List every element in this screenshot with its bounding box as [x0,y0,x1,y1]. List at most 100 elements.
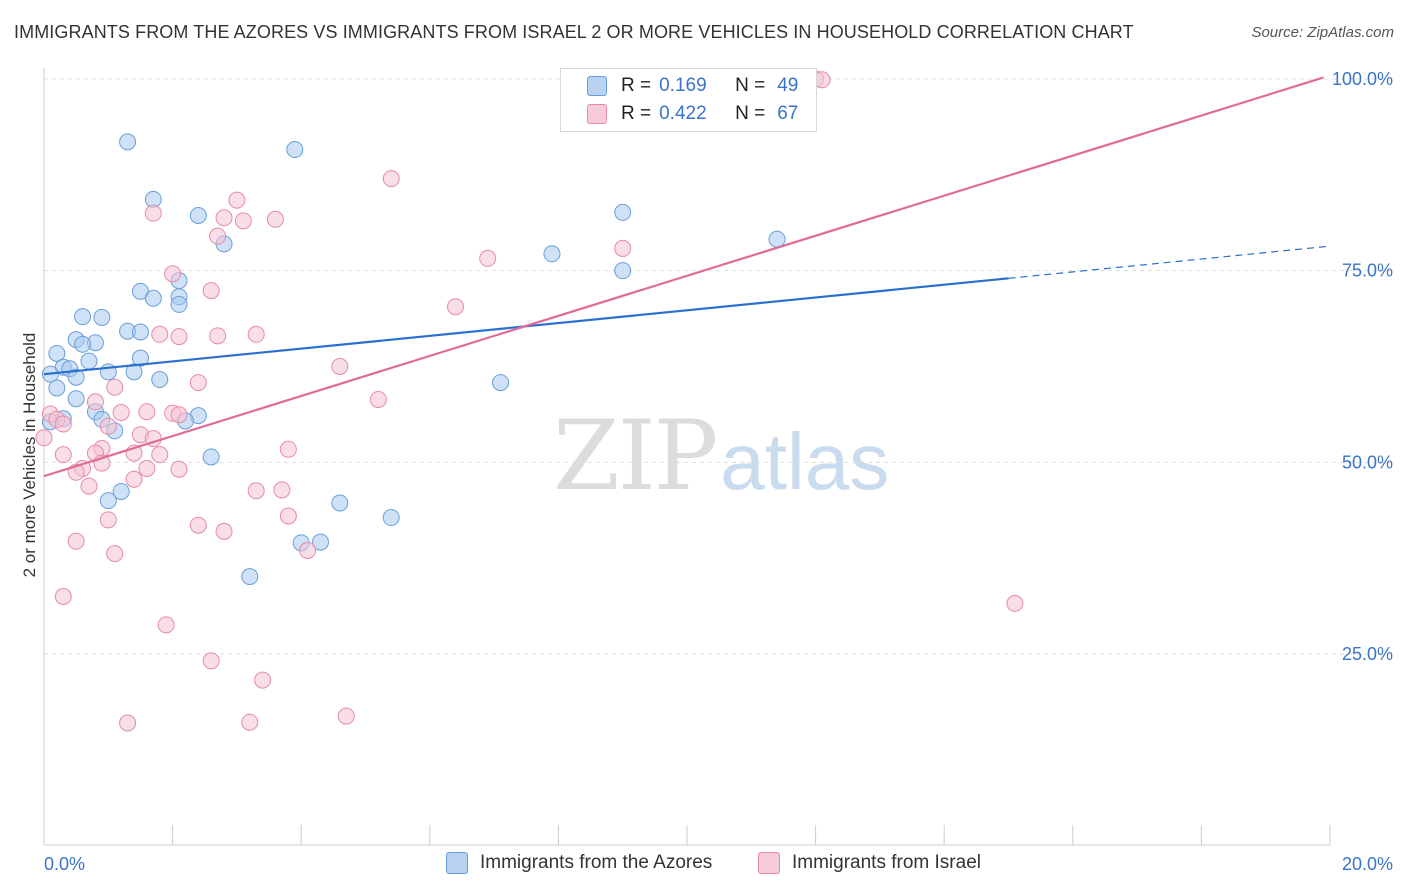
israel-point [614,239,632,257]
series-legend: Immigrants from the Azores Immigrants fr… [0,852,1406,878]
israel-point [119,714,137,732]
azores-point [67,390,85,408]
azores-point [48,379,66,397]
watermark: ZIPatlas [553,400,889,512]
israel-point [215,522,233,540]
israel-point [99,417,117,435]
azores-n-value: 49 [777,75,799,96]
israel-point [170,328,188,346]
azores-point [48,344,66,362]
israel-point [273,481,291,499]
israel-point [266,210,284,228]
azores-point [331,494,349,512]
r-label: R = [621,103,652,124]
israel-point [447,298,465,316]
israel-point [331,358,349,375]
israel-point [1006,594,1024,612]
israel-point [189,516,207,534]
israel-point [382,170,400,188]
watermark-atlas: atlas [720,417,890,506]
israel-point [125,470,143,488]
source-credit: Source: ZipAtlas.com [1251,24,1394,41]
israel-point [202,652,220,670]
israel-point [35,429,53,447]
israel-point [164,265,182,283]
azores-point [614,262,632,280]
israel-swatch [587,104,607,124]
israel-point [247,482,265,500]
israel-point [234,212,252,230]
israel-point [112,404,130,421]
azores-swatch [587,76,607,96]
watermark-zip: ZIP [553,400,718,512]
series-legend-israel[interactable]: Immigrants from Israel [758,852,981,874]
israel-point [279,507,297,525]
n-label: N = [735,103,766,124]
azores-point [125,363,143,381]
stats-legend: R = 0.169 N = 49 R = 0.422 N = 67 [560,68,817,132]
israel-legend-label: Immigrants from Israel [792,852,981,873]
azores-point [74,308,92,326]
israel-point [86,393,104,411]
israel-point [241,713,259,731]
stats-legend-row-azores: R = 0.169 N = 49 [587,73,798,99]
israel-point [151,325,169,343]
azores-point [131,323,149,341]
israel-r-value: 0.422 [659,103,707,124]
israel-point [138,403,156,421]
azores-point [286,141,304,159]
azores-trend-extension [1008,245,1331,279]
y-tick-label: 50.0% [1342,452,1393,472]
y-tick-label: 100.0% [1332,69,1393,89]
israel-point [138,459,156,477]
azores-point [170,295,188,313]
y-tick-label: 75.0% [1342,261,1393,281]
x-tick-label: 0.0% [44,854,85,874]
israel-point [170,460,188,478]
israel-point [479,249,497,267]
r-label: R = [621,75,652,96]
azores-point [131,349,149,367]
israel-point [67,532,85,550]
israel-point [151,446,169,464]
azores-point [189,206,207,224]
israel-point [247,325,265,343]
x-tick-label: 20.0% [1342,854,1393,874]
series-legend-azores[interactable]: Immigrants from the Azores [446,852,712,874]
azores-point [311,533,329,551]
israel-point [279,440,297,458]
israel-point [54,588,72,605]
israel-point [170,406,188,424]
israel-point [215,209,233,227]
israel-point [254,671,272,689]
azores-point [99,492,117,510]
azores-point [202,448,220,466]
israel-point [54,446,72,464]
israel-n-value: 67 [777,103,799,124]
y-tick-label: 25.0% [1342,644,1393,664]
azores-point [768,230,786,248]
azores-point [112,482,130,500]
israel-point [202,282,220,300]
azores-point [80,352,98,370]
israel-point [80,477,98,495]
israel-point [189,374,207,392]
israel-point [228,191,246,209]
azores-point [119,133,137,151]
azores-point [614,203,632,221]
azores-point [241,568,259,586]
azores-r-value: 0.169 [659,75,707,96]
azores-point [67,368,85,386]
israel-point [209,227,227,245]
israel-legend-swatch [758,852,780,874]
azores-legend-swatch [446,852,468,874]
azores-point [492,374,510,392]
n-label: N = [735,75,766,96]
azores-point [144,289,162,307]
israel-point [106,545,124,563]
israel-point [209,327,227,345]
israel-point [99,511,117,529]
azores-point [382,509,400,527]
israel-point [144,204,162,222]
